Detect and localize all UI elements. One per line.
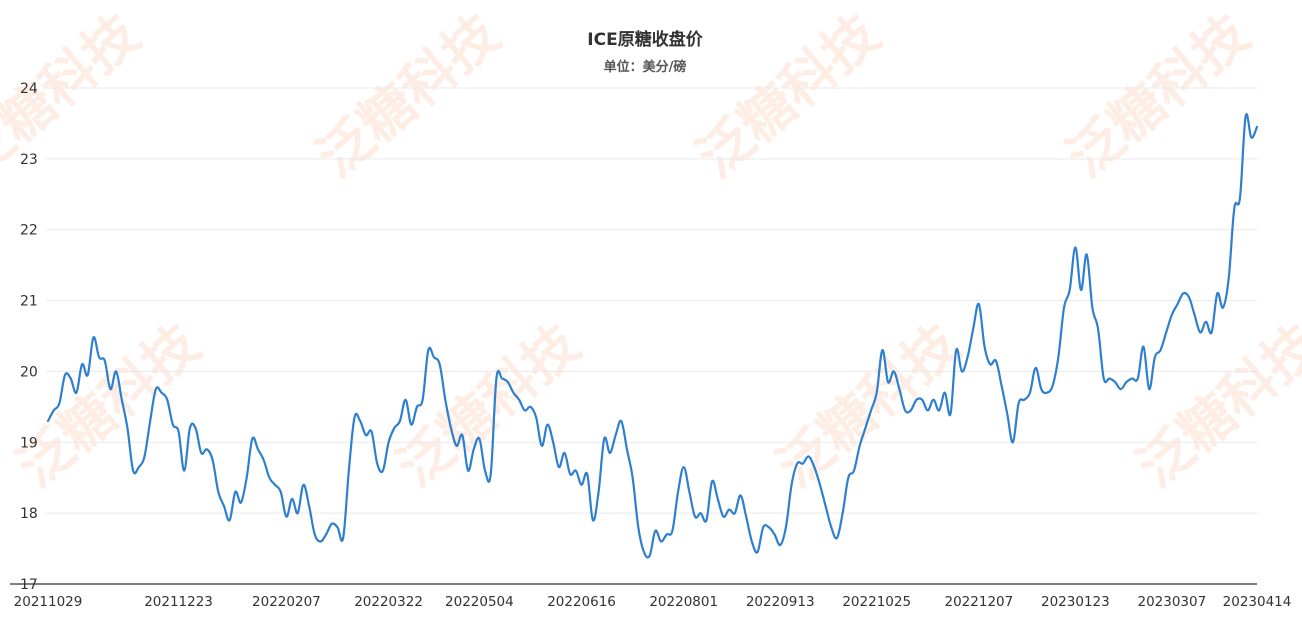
x-tick-label: 20221025 (842, 594, 911, 610)
y-tick-label: 20 (20, 364, 38, 380)
chart-title: ICE原糖收盘价 (587, 29, 703, 50)
watermark-text: 泛糖科技 (1125, 312, 1302, 499)
y-tick-label: 24 (20, 81, 38, 97)
x-tick-label: 20230123 (1041, 594, 1110, 610)
x-tick-label: 20220504 (445, 594, 514, 610)
watermark-text: 泛糖科技 (385, 312, 591, 499)
y-tick-label: 22 (20, 223, 38, 239)
y-tick-label: 17 (20, 577, 38, 593)
watermark-text: 泛糖科技 (5, 312, 211, 499)
series-line (46, 113, 1259, 559)
x-tick-label: 20220913 (746, 594, 815, 610)
chart-subtitle: 单位：美分/磅 (604, 59, 687, 75)
y-tick-label: 21 (20, 294, 38, 310)
x-tick-label: 20211223 (144, 594, 213, 610)
x-tick-label: 20230307 (1137, 594, 1206, 610)
x-tick-label: 20220616 (547, 594, 616, 610)
y-axis: 17 18 19 20 21 22 23 24 (20, 81, 38, 593)
y-tick-label: 23 (20, 152, 38, 168)
y-tick-label: 18 (20, 506, 38, 522)
watermark-text: 泛糖科技 (685, 2, 891, 189)
x-tick-label: 20220322 (354, 594, 423, 610)
y-tick-label: 19 (20, 435, 38, 451)
x-tick-label: 20220207 (252, 594, 321, 610)
watermark-text: 泛糖科技 (1055, 2, 1261, 189)
x-tick-label: 20230414 (1223, 594, 1292, 610)
x-axis: 20211029 20211223 20220207 20220322 20220504… (10, 583, 1292, 610)
x-tick-label: 20221207 (945, 594, 1014, 610)
series (46, 113, 1259, 559)
watermark-text: 泛糖科技 (305, 2, 511, 189)
x-tick-label: 20211029 (14, 594, 83, 610)
x-tick-label: 20220801 (649, 594, 718, 610)
